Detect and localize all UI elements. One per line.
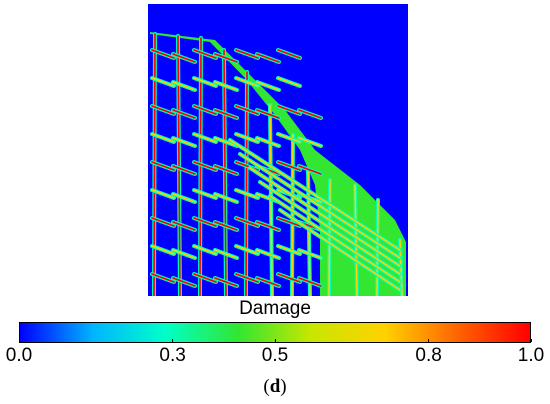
crack-core: [235, 217, 259, 227]
crack-core: [298, 249, 322, 259]
crack-core: [256, 249, 280, 259]
damage-contour-plot: [148, 4, 408, 296]
crack-core: [256, 221, 280, 231]
crack-core: [279, 209, 401, 291]
crack-core: [256, 137, 280, 147]
caption-open-paren: (: [263, 376, 270, 397]
crack-core: [151, 105, 175, 115]
crack-core: [277, 77, 301, 87]
colorbar-tick-mark: [530, 339, 532, 342]
crack-core: [214, 53, 238, 63]
crack-core: [249, 167, 401, 267]
crack-core: [151, 49, 175, 59]
crack-core: [235, 105, 259, 115]
colorbar-tick-label: 0.0: [5, 345, 33, 366]
colorbar-tick-mark: [274, 339, 276, 342]
crack-core: [235, 273, 259, 283]
crack-core: [193, 245, 217, 255]
crack-core: [328, 179, 331, 296]
crack-core: [229, 139, 401, 251]
crack-core: [214, 249, 238, 259]
crack-core: [235, 77, 259, 87]
colorbar-tick-label: 0.3: [159, 345, 186, 366]
crack-core: [172, 81, 196, 91]
crack-core: [214, 165, 238, 175]
colorbar-title: Damage: [239, 298, 311, 319]
crack-core: [291, 134, 294, 296]
crack-core: [151, 189, 175, 199]
crack-core: [256, 109, 280, 119]
colorbar-tick-label: 0.8: [415, 345, 442, 366]
crack-core: [193, 161, 217, 171]
crack-core: [235, 245, 259, 255]
crack-core: [193, 49, 217, 59]
crack-core: [214, 109, 238, 119]
crack-core: [151, 133, 175, 143]
crack-core: [239, 153, 401, 259]
crack-core: [193, 105, 217, 115]
crack-core: [172, 193, 196, 203]
crack-core: [172, 109, 196, 119]
crack-core: [277, 133, 301, 143]
crack-core: [193, 273, 217, 283]
crack-core: [151, 245, 175, 255]
crack-core: [214, 81, 238, 91]
crack-core: [193, 189, 217, 199]
colorbar-tick-label: 1.0: [517, 345, 545, 366]
colorbar-tick-mark: [18, 339, 20, 342]
crack-core: [172, 249, 196, 259]
crack-core: [193, 217, 217, 227]
crack-core: [277, 105, 301, 115]
crack-core: [214, 193, 238, 203]
crack-core: [354, 184, 358, 296]
crack-core: [193, 77, 217, 87]
crack-core: [269, 195, 401, 283]
crack-core: [214, 221, 238, 231]
crack-core: [151, 77, 175, 87]
crack-core: [277, 217, 301, 227]
damage-colorbar: [19, 322, 531, 343]
crack-core: [245, 71, 248, 296]
crack-core: [277, 273, 301, 283]
crack-core: [199, 37, 202, 296]
caption-close-paren: ): [280, 376, 287, 397]
crack-core: [376, 199, 379, 296]
crack-core: [172, 221, 196, 231]
crack-core: [214, 277, 238, 287]
crack-core: [214, 137, 238, 147]
crack-core: [256, 53, 280, 63]
figure-caption: (d): [0, 376, 550, 398]
colorbar-tick-label: 0.5: [261, 345, 289, 366]
crack-core: [172, 53, 196, 63]
colorbar-tick-mark: [172, 339, 174, 342]
crack-core: [277, 49, 301, 59]
crack-core: [298, 109, 322, 119]
crack-core: [256, 277, 280, 287]
crack-core: [298, 165, 322, 175]
crack-core: [277, 245, 301, 255]
crack-core: [277, 161, 301, 171]
crack-core: [235, 189, 259, 199]
crack-core: [151, 273, 175, 283]
crack-core: [172, 165, 196, 175]
crack-core: [256, 81, 280, 91]
crack-core: [193, 133, 217, 143]
crack-core: [235, 133, 259, 143]
crack-core: [259, 181, 401, 275]
crack-core: [172, 137, 196, 147]
crack-network: [150, 32, 404, 296]
colorbar-tick-mark: [428, 339, 430, 342]
caption-letter: d: [269, 376, 281, 397]
crack-core: [235, 49, 259, 59]
crack-core: [151, 161, 175, 171]
crack-core: [151, 217, 175, 227]
crack-core: [298, 277, 322, 287]
crack-core: [172, 277, 196, 287]
crack-core: [298, 137, 322, 147]
